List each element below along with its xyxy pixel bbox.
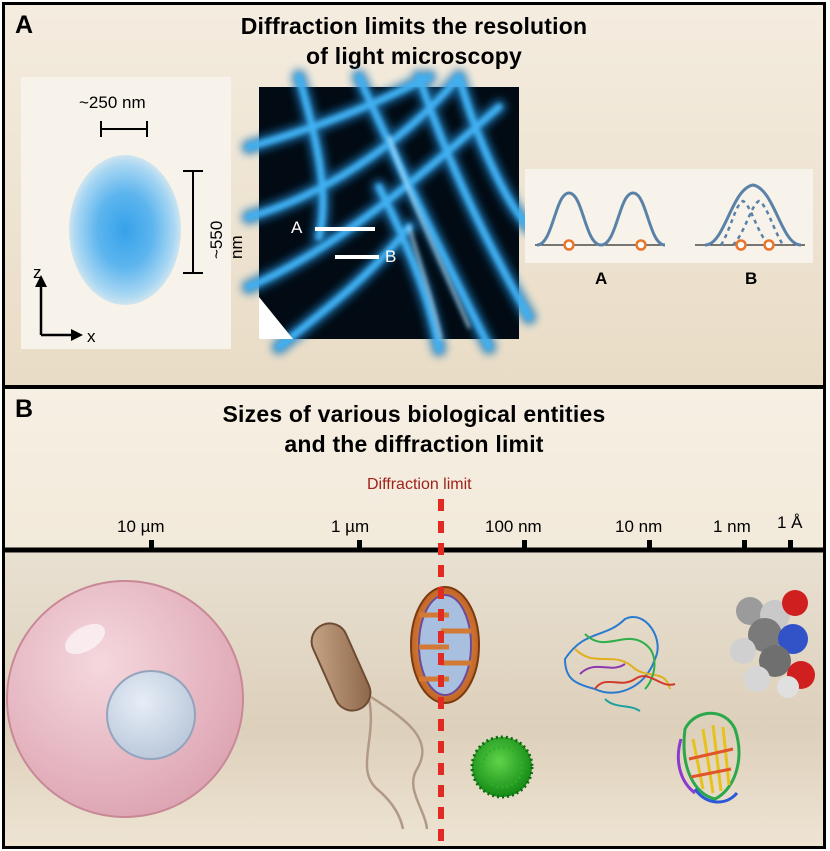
intensity-profiles (535, 183, 805, 251)
panel-a-title-line2: of light microscopy (306, 43, 522, 69)
image-marker-b: B (385, 247, 397, 266)
panel-b-title: Sizes of various biological entities and… (5, 399, 823, 459)
scale-and-entities (5, 499, 823, 849)
panel-a-letter: A (15, 11, 34, 39)
psf-box: ~250 nm ~550 nm z x (21, 77, 246, 349)
scale-tick-label: 10 µm (117, 517, 165, 536)
scale-tick-label: 1 µm (331, 517, 370, 536)
profile-a-curve (536, 191, 666, 247)
psf-scale-bars (35, 121, 203, 341)
diffraction-limit-label: Diffraction limit (367, 476, 472, 493)
profile-label-a: A (595, 269, 608, 288)
panel-a-title: Diffraction limits the resolution of lig… (5, 11, 823, 71)
small-protein-icon (676, 711, 741, 804)
panel-b-title-line2: and the diffraction limit (284, 431, 544, 457)
panel-b: B Sizes of various biological entities a… (2, 386, 826, 849)
axis-x-label: x (87, 327, 96, 346)
microscopy-image (241, 69, 537, 357)
panel-a-title-line1: Diffraction limits the resolution (240, 13, 588, 39)
panel-a: A Diffraction limits the resolution of l… (2, 2, 826, 388)
scale-tick-label: 1 Å (777, 513, 803, 532)
small-molecule-icon (730, 590, 815, 698)
cell-icon (6, 580, 244, 818)
protein-complex-icon (563, 616, 676, 712)
virus-icon (470, 735, 534, 799)
scale-tick-label: 10 nm (615, 517, 663, 536)
psf-height-label: ~550 nm (207, 220, 246, 259)
bacterium-icon (310, 622, 429, 830)
scale-tick-label: 100 nm (485, 517, 542, 536)
scale-tick-label: 1 nm (713, 517, 751, 536)
profile-label-b: B (745, 269, 758, 288)
psf-blob (69, 155, 181, 305)
psf-width-label: ~250 nm (79, 93, 146, 112)
panel-b-title-line1: Sizes of various biological entities (222, 401, 606, 427)
panel-b-letter: B (15, 395, 34, 423)
image-marker-a: A (291, 218, 303, 237)
profile-b-curve (704, 183, 802, 247)
axis-z-label: z (33, 263, 42, 282)
mitochondrion-icon (410, 586, 480, 704)
